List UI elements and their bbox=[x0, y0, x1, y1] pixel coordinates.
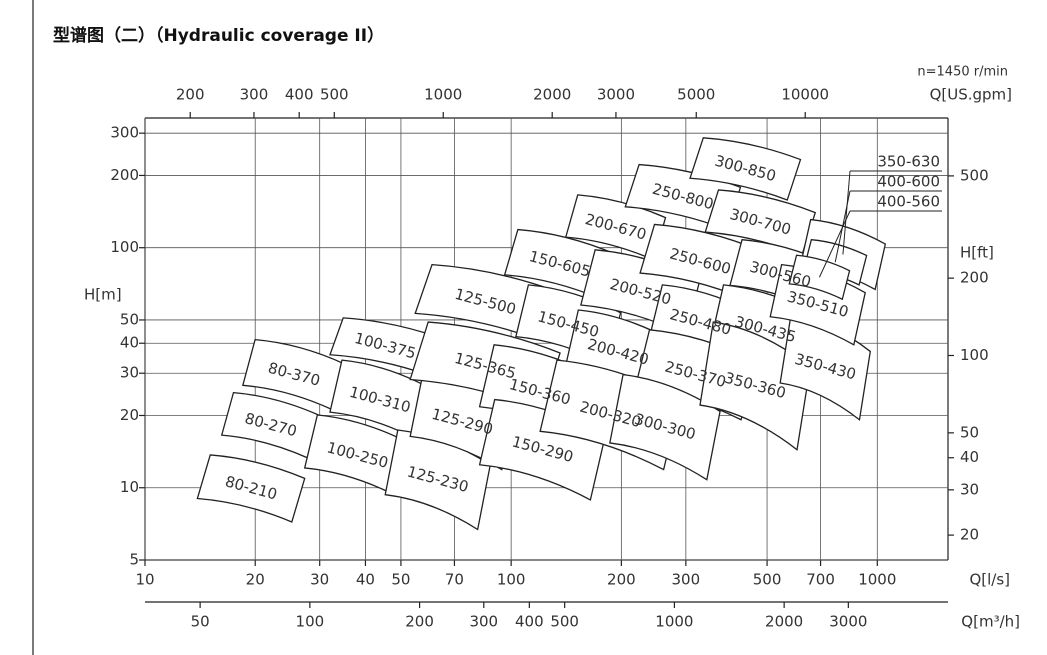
x3-tick-label: 100 bbox=[296, 613, 325, 631]
y-tick-label: 10 bbox=[120, 478, 139, 496]
x3-tick-label: 500 bbox=[550, 613, 579, 631]
x-tick-label: 1000 bbox=[858, 571, 896, 589]
x2-tick-label: 300 bbox=[240, 86, 269, 104]
y2-tick-label: 40 bbox=[960, 448, 979, 466]
annotation: n=1450 r/min bbox=[917, 65, 1008, 80]
x-tick-label: 40 bbox=[356, 571, 375, 589]
callout-leader bbox=[818, 210, 851, 278]
coverage-region bbox=[609, 373, 721, 481]
x-tick-label: 200 bbox=[607, 571, 636, 589]
x2-tick-label: 2000 bbox=[533, 86, 571, 104]
y-tick-label: 40 bbox=[120, 334, 139, 352]
y2-tick-label: 20 bbox=[960, 526, 979, 544]
y2-tick-label: 100 bbox=[960, 346, 989, 364]
y-axis-label: H[m] bbox=[84, 286, 122, 304]
x-tick-label: 30 bbox=[310, 571, 329, 589]
y-tick-label: 100 bbox=[110, 238, 139, 256]
x-tick-label: 700 bbox=[806, 571, 835, 589]
region-label: 400-600 bbox=[877, 173, 940, 191]
x-tick-label: 100 bbox=[497, 571, 526, 589]
coverage-region bbox=[196, 454, 306, 523]
chart-title: 型谱图（二）（Hydraulic coverage II） bbox=[53, 25, 384, 46]
y2-tick-label: 200 bbox=[960, 269, 989, 287]
callout-leader bbox=[842, 170, 851, 255]
y-tick-label: 50 bbox=[120, 310, 139, 328]
region-label: 350-630 bbox=[877, 153, 940, 171]
x3-tick-label: 3000 bbox=[829, 613, 867, 631]
x3-tick-label: 2000 bbox=[765, 613, 803, 631]
x-tick-label: 70 bbox=[445, 571, 464, 589]
x2-tick-label: 10000 bbox=[781, 86, 829, 104]
y2-axis-label: H[ft] bbox=[960, 244, 994, 262]
x2-tick-label: 200 bbox=[176, 86, 205, 104]
y2-tick-label: 30 bbox=[960, 480, 979, 498]
x3-tick-label: 50 bbox=[191, 613, 210, 631]
x-tick-label: 500 bbox=[753, 571, 782, 589]
x-tick-label: 20 bbox=[246, 571, 265, 589]
x2-tick-label: 500 bbox=[320, 86, 349, 104]
x3-tick-label: 300 bbox=[469, 613, 498, 631]
x-tick-label: 50 bbox=[391, 571, 410, 589]
x-tick-label: 300 bbox=[672, 571, 701, 589]
y2-tick-label: 500 bbox=[960, 166, 989, 184]
x2-tick-label: 1000 bbox=[424, 86, 462, 104]
coverage-region bbox=[699, 321, 811, 451]
x3-axis-label: Q[m³/h] bbox=[961, 613, 1020, 631]
x3-tick-label: 1000 bbox=[655, 613, 693, 631]
region-label: 400-560 bbox=[877, 193, 940, 211]
x2-tick-label: 3000 bbox=[597, 86, 635, 104]
y-tick-label: 200 bbox=[110, 166, 139, 184]
x3-tick-label: 400 bbox=[515, 613, 544, 631]
y-tick-label: 30 bbox=[120, 364, 139, 382]
x-tick-label: 10 bbox=[135, 571, 154, 589]
y-tick-label: 20 bbox=[120, 406, 139, 424]
coverage-region bbox=[689, 137, 802, 201]
y-tick-label: 5 bbox=[129, 551, 139, 569]
y2-tick-label: 50 bbox=[960, 423, 979, 441]
x2-axis-label: Q[US.gpm] bbox=[930, 86, 1012, 104]
x2-tick-label: 5000 bbox=[677, 86, 715, 104]
x3-tick-label: 200 bbox=[405, 613, 434, 631]
x2-tick-label: 400 bbox=[285, 86, 314, 104]
y-tick-label: 300 bbox=[110, 124, 139, 142]
x-axis-label: Q[l/s] bbox=[969, 571, 1010, 589]
